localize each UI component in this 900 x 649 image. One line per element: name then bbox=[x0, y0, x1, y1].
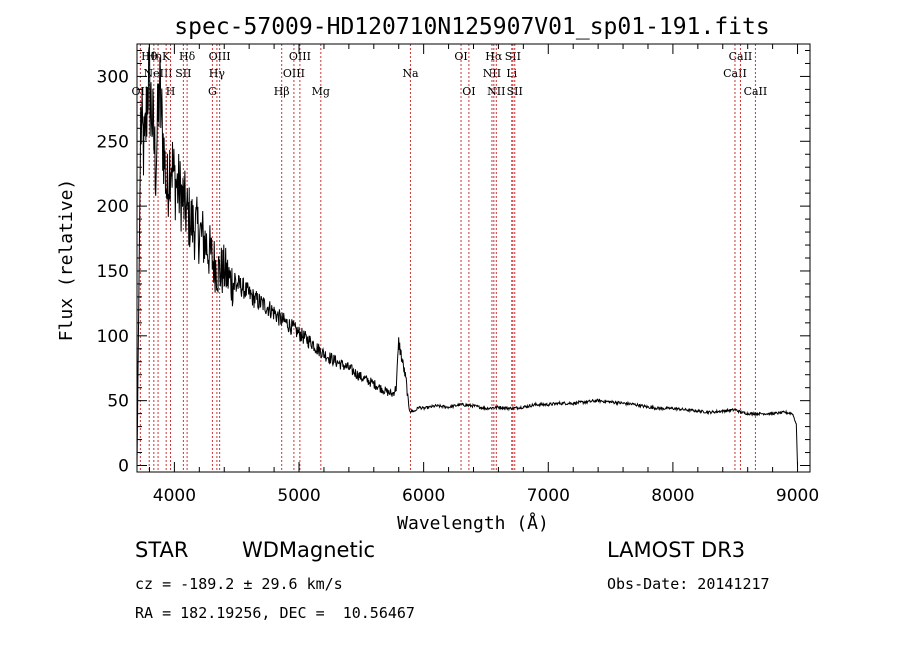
line-label-26: CaII bbox=[744, 85, 768, 98]
line-label-21: Li bbox=[506, 67, 517, 80]
spectrum-chart: spec-57009-HD120710N125907V01_sp01-191.f… bbox=[56, 14, 819, 534]
x-tick-label-0: 4000 bbox=[153, 486, 196, 506]
line-label-19: Hα bbox=[485, 50, 503, 63]
redshift-text: cz = -189.2 ± 29.6 km/s bbox=[135, 575, 343, 593]
line-label-4: K bbox=[162, 50, 171, 63]
line-label-24: CaII bbox=[723, 67, 747, 80]
y-tick-label-1: 50 bbox=[107, 392, 129, 412]
x-axis-ticks: 4000 5000 6000 7000 8000 9000 bbox=[148, 44, 819, 506]
x-tick-label-4: 8000 bbox=[651, 486, 694, 506]
line-label-16: OI bbox=[454, 50, 467, 63]
line-label-15: Na bbox=[402, 67, 419, 80]
x-tick-label-3: 7000 bbox=[527, 486, 570, 506]
line-label-20: NII bbox=[487, 85, 505, 98]
y-tick-label-0: 0 bbox=[118, 457, 129, 477]
line-label-8: G bbox=[208, 85, 217, 98]
y-tick-label-6: 300 bbox=[97, 67, 129, 87]
y-axis-ticks: 0 50 100 150 200 250 300 bbox=[97, 49, 810, 477]
line-label-9: Hγ bbox=[209, 67, 226, 80]
line-label-5: H bbox=[166, 85, 176, 98]
line-label-12: OIII bbox=[283, 67, 305, 80]
object-class: STAR bbox=[135, 538, 189, 562]
y-axis-label: Flux (relative) bbox=[56, 179, 77, 342]
x-axis-label: Wavelength (Å) bbox=[397, 512, 549, 534]
line-label-7: Hδ bbox=[179, 50, 196, 63]
line-label-3: NeIII bbox=[143, 67, 172, 80]
line-label-0: OII bbox=[132, 85, 150, 98]
line-label-22: SII bbox=[505, 50, 521, 63]
object-subclass: WDMagnetic bbox=[242, 538, 376, 562]
coordinates-text: RA = 182.19256, DEC = 10.56467 bbox=[135, 604, 415, 622]
survey-name: LAMOST DR3 bbox=[607, 538, 746, 562]
chart-title: spec-57009-HD120710N125907V01_sp01-191.f… bbox=[174, 14, 769, 40]
line-label-6: SII bbox=[175, 67, 191, 80]
plot-frame bbox=[136, 43, 811, 473]
x-tick-label-5: 9000 bbox=[776, 486, 819, 506]
line-label-11: Hβ bbox=[274, 85, 290, 98]
spectral-line-markers: OIIHθHηNeIIIKHSIIHδGHγOIIIHβOIIIOIIIMgNa… bbox=[132, 44, 768, 472]
y-tick-label-5: 250 bbox=[97, 132, 129, 152]
y-tick-label-3: 150 bbox=[97, 262, 129, 282]
spectrum-line bbox=[136, 46, 798, 466]
x-tick-label-2: 6000 bbox=[402, 486, 445, 506]
line-label-23: SII bbox=[507, 85, 523, 98]
x-tick-label-1: 5000 bbox=[277, 486, 320, 506]
line-label-18: NII bbox=[483, 67, 501, 80]
line-label-17: OI bbox=[462, 85, 475, 98]
obs-date-text: Obs-Date: 20141217 bbox=[607, 575, 770, 593]
line-label-13: OIII bbox=[289, 50, 311, 63]
y-tick-label-4: 200 bbox=[97, 197, 129, 217]
line-label-14: Mg bbox=[312, 85, 330, 98]
y-tick-label-2: 100 bbox=[97, 327, 129, 347]
line-label-25: CaII bbox=[729, 50, 753, 63]
line-label-10: OIII bbox=[209, 50, 231, 63]
